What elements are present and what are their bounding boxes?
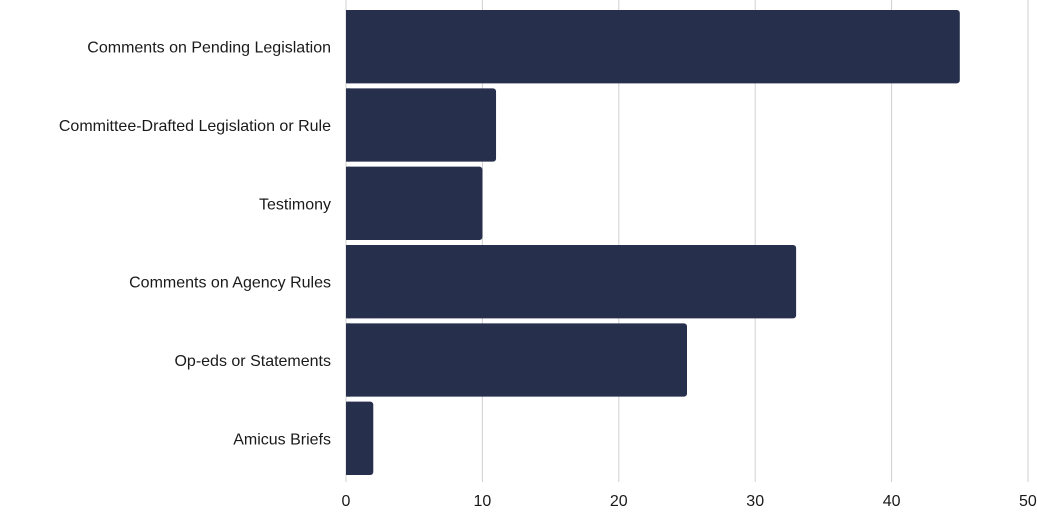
x-tick-label: 20 bbox=[610, 493, 628, 507]
category-labels: Comments on Pending Legislation Committee… bbox=[59, 40, 331, 449]
bar-base-edge bbox=[346, 10, 350, 84]
x-tick-label: 10 bbox=[474, 493, 492, 507]
category-label: Amicus Briefs bbox=[233, 431, 331, 448]
bar-base-edge bbox=[346, 166, 350, 240]
x-tick-label: 0 bbox=[342, 493, 351, 507]
x-tick-labels: 0 10 20 30 40 50 bbox=[342, 493, 1037, 510]
category-label: Op-eds or Statements bbox=[174, 353, 331, 370]
bars bbox=[346, 10, 960, 475]
category-label: Comments on Pending Legislation bbox=[87, 40, 331, 57]
bar-base-edge bbox=[346, 88, 350, 162]
bar-base-edge bbox=[346, 323, 350, 397]
category-label: Committee-Drafted Legislation or Rule bbox=[59, 118, 331, 135]
bar-amicus-briefs bbox=[346, 401, 374, 475]
bar-testimony bbox=[346, 166, 483, 240]
x-tick-label: 50 bbox=[1019, 493, 1037, 507]
bar-comments-on-pending-legislation bbox=[346, 10, 960, 84]
bar-base-edge bbox=[346, 401, 350, 475]
bar-op-eds-or-statements bbox=[346, 323, 687, 397]
x-tick-label: 40 bbox=[883, 493, 901, 507]
bar-comments-on-agency-rules bbox=[346, 245, 797, 319]
bar-committee-drafted-legislation-or-rule bbox=[346, 88, 497, 162]
bar-base-edge bbox=[346, 245, 350, 319]
category-label: Comments on Agency Rules bbox=[129, 275, 331, 292]
x-tick-label: 30 bbox=[746, 493, 764, 507]
category-label: Testimony bbox=[259, 196, 331, 213]
